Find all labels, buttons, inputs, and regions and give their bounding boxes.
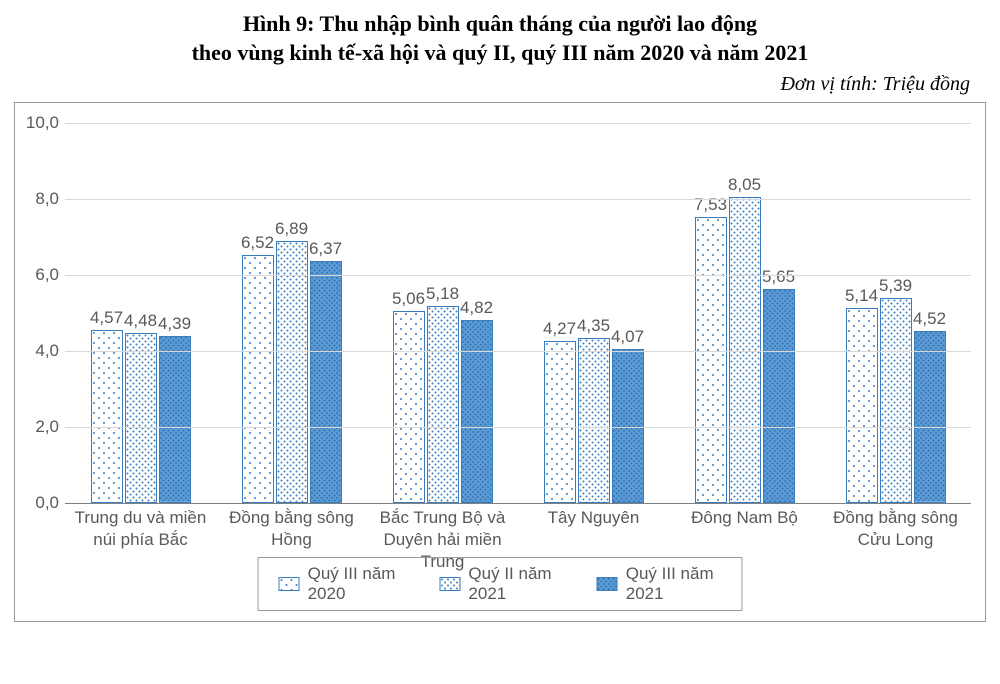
bar	[880, 298, 912, 503]
bar-wrap: 4,48	[125, 333, 157, 503]
bar-value-label: 4,52	[913, 309, 946, 329]
bar	[763, 289, 795, 504]
bar-value-label: 4,07	[611, 327, 644, 347]
legend-item: Quý II năm 2021	[439, 564, 560, 604]
bar-wrap: 6,37	[310, 261, 342, 503]
gridline	[65, 503, 971, 504]
bar-value-label: 6,52	[241, 233, 274, 253]
bar	[544, 341, 576, 503]
bar-group: 4,574,484,39	[65, 123, 216, 503]
bar-value-label: 5,18	[426, 284, 459, 304]
bar	[612, 349, 644, 504]
bar	[393, 311, 425, 503]
bar	[159, 336, 191, 503]
bar-value-label: 4,27	[543, 319, 576, 339]
title-line-1: Hình 9: Thu nhập bình quân tháng của ngư…	[243, 11, 757, 36]
legend-swatch	[279, 577, 300, 591]
gridline	[65, 427, 971, 428]
bar	[91, 330, 123, 504]
bar-wrap: 4,52	[914, 331, 946, 503]
bar-wrap: 6,89	[276, 241, 308, 503]
bar-value-label: 8,05	[728, 175, 761, 195]
legend-swatch	[597, 577, 618, 591]
bar-wrap: 4,07	[612, 349, 644, 504]
bar-group: 4,274,354,07	[518, 123, 669, 503]
bar	[310, 261, 342, 503]
legend-label: Quý III năm 2021	[626, 564, 722, 604]
chart-title: Hình 9: Thu nhập bình quân tháng của ngư…	[0, 0, 1000, 69]
bar-value-label: 5,65	[762, 267, 795, 287]
bar	[914, 331, 946, 503]
gridline	[65, 275, 971, 276]
bar-value-label: 5,39	[879, 276, 912, 296]
bar	[125, 333, 157, 503]
y-axis-tick: 8,0	[25, 189, 59, 209]
legend: Quý III năm 2020 Quý II năm 2021 Quý III n…	[258, 557, 743, 611]
bar-groups: 4,574,484,396,526,896,375,065,184,824,27…	[65, 123, 971, 503]
bar-wrap: 5,39	[880, 298, 912, 503]
y-axis-tick: 2,0	[25, 417, 59, 437]
bar-value-label: 5,06	[392, 289, 425, 309]
bar-group: 5,065,184,82	[367, 123, 518, 503]
x-axis-label: Trung du và miền núi phía Bắc	[65, 507, 216, 573]
bar-wrap: 4,35	[578, 338, 610, 503]
bar-value-label: 4,48	[124, 311, 157, 331]
bar-wrap: 4,39	[159, 336, 191, 503]
bar-wrap: 5,14	[846, 308, 878, 503]
bar	[846, 308, 878, 503]
bar-value-label: 6,89	[275, 219, 308, 239]
legend-swatch	[439, 577, 460, 591]
bar-wrap: 6,52	[242, 255, 274, 503]
bar	[242, 255, 274, 503]
bar	[461, 320, 493, 503]
bar-wrap: 4,82	[461, 320, 493, 503]
bar-value-label: 4,82	[460, 298, 493, 318]
bar-wrap: 7,53	[695, 217, 727, 503]
bar-group: 7,538,055,65	[669, 123, 820, 503]
bar-value-label: 4,57	[90, 308, 123, 328]
bar-wrap: 4,27	[544, 341, 576, 503]
bar	[695, 217, 727, 503]
bar-wrap: 5,65	[763, 289, 795, 504]
bar-wrap: 5,18	[427, 306, 459, 503]
bar-wrap: 5,06	[393, 311, 425, 503]
bar-wrap: 4,57	[91, 330, 123, 504]
bar-group: 5,145,394,52	[820, 123, 971, 503]
bar-value-label: 4,35	[577, 316, 610, 336]
y-axis-tick: 10,0	[25, 113, 59, 133]
legend-label: Quý III năm 2020	[308, 564, 404, 604]
plot-area: 4,574,484,396,526,896,375,065,184,824,27…	[65, 123, 971, 503]
y-axis-tick: 4,0	[25, 341, 59, 361]
bar	[427, 306, 459, 503]
y-axis-tick: 0,0	[25, 493, 59, 513]
gridline	[65, 123, 971, 124]
bar-value-label: 4,39	[158, 314, 191, 334]
legend-label: Quý II năm 2021	[468, 564, 560, 604]
bar-value-label: 7,53	[694, 195, 727, 215]
title-line-2: theo vùng kinh tế-xã hội và quý II, quý …	[192, 40, 809, 65]
unit-label: Đơn vị tính: Triệu đồng	[0, 69, 1000, 102]
bar-group: 6,526,896,37	[216, 123, 367, 503]
gridline	[65, 351, 971, 352]
bar-value-label: 5,14	[845, 286, 878, 306]
legend-item: Quý III năm 2020	[279, 564, 404, 604]
bar	[276, 241, 308, 503]
bar	[578, 338, 610, 503]
x-axis-label: Đồng bằng sông Cửu Long	[820, 507, 971, 573]
y-axis-tick: 6,0	[25, 265, 59, 285]
chart-container: 4,574,484,396,526,896,375,065,184,824,27…	[14, 102, 986, 622]
gridline	[65, 199, 971, 200]
legend-item: Quý III năm 2021	[597, 564, 722, 604]
bar-value-label: 6,37	[309, 239, 342, 259]
